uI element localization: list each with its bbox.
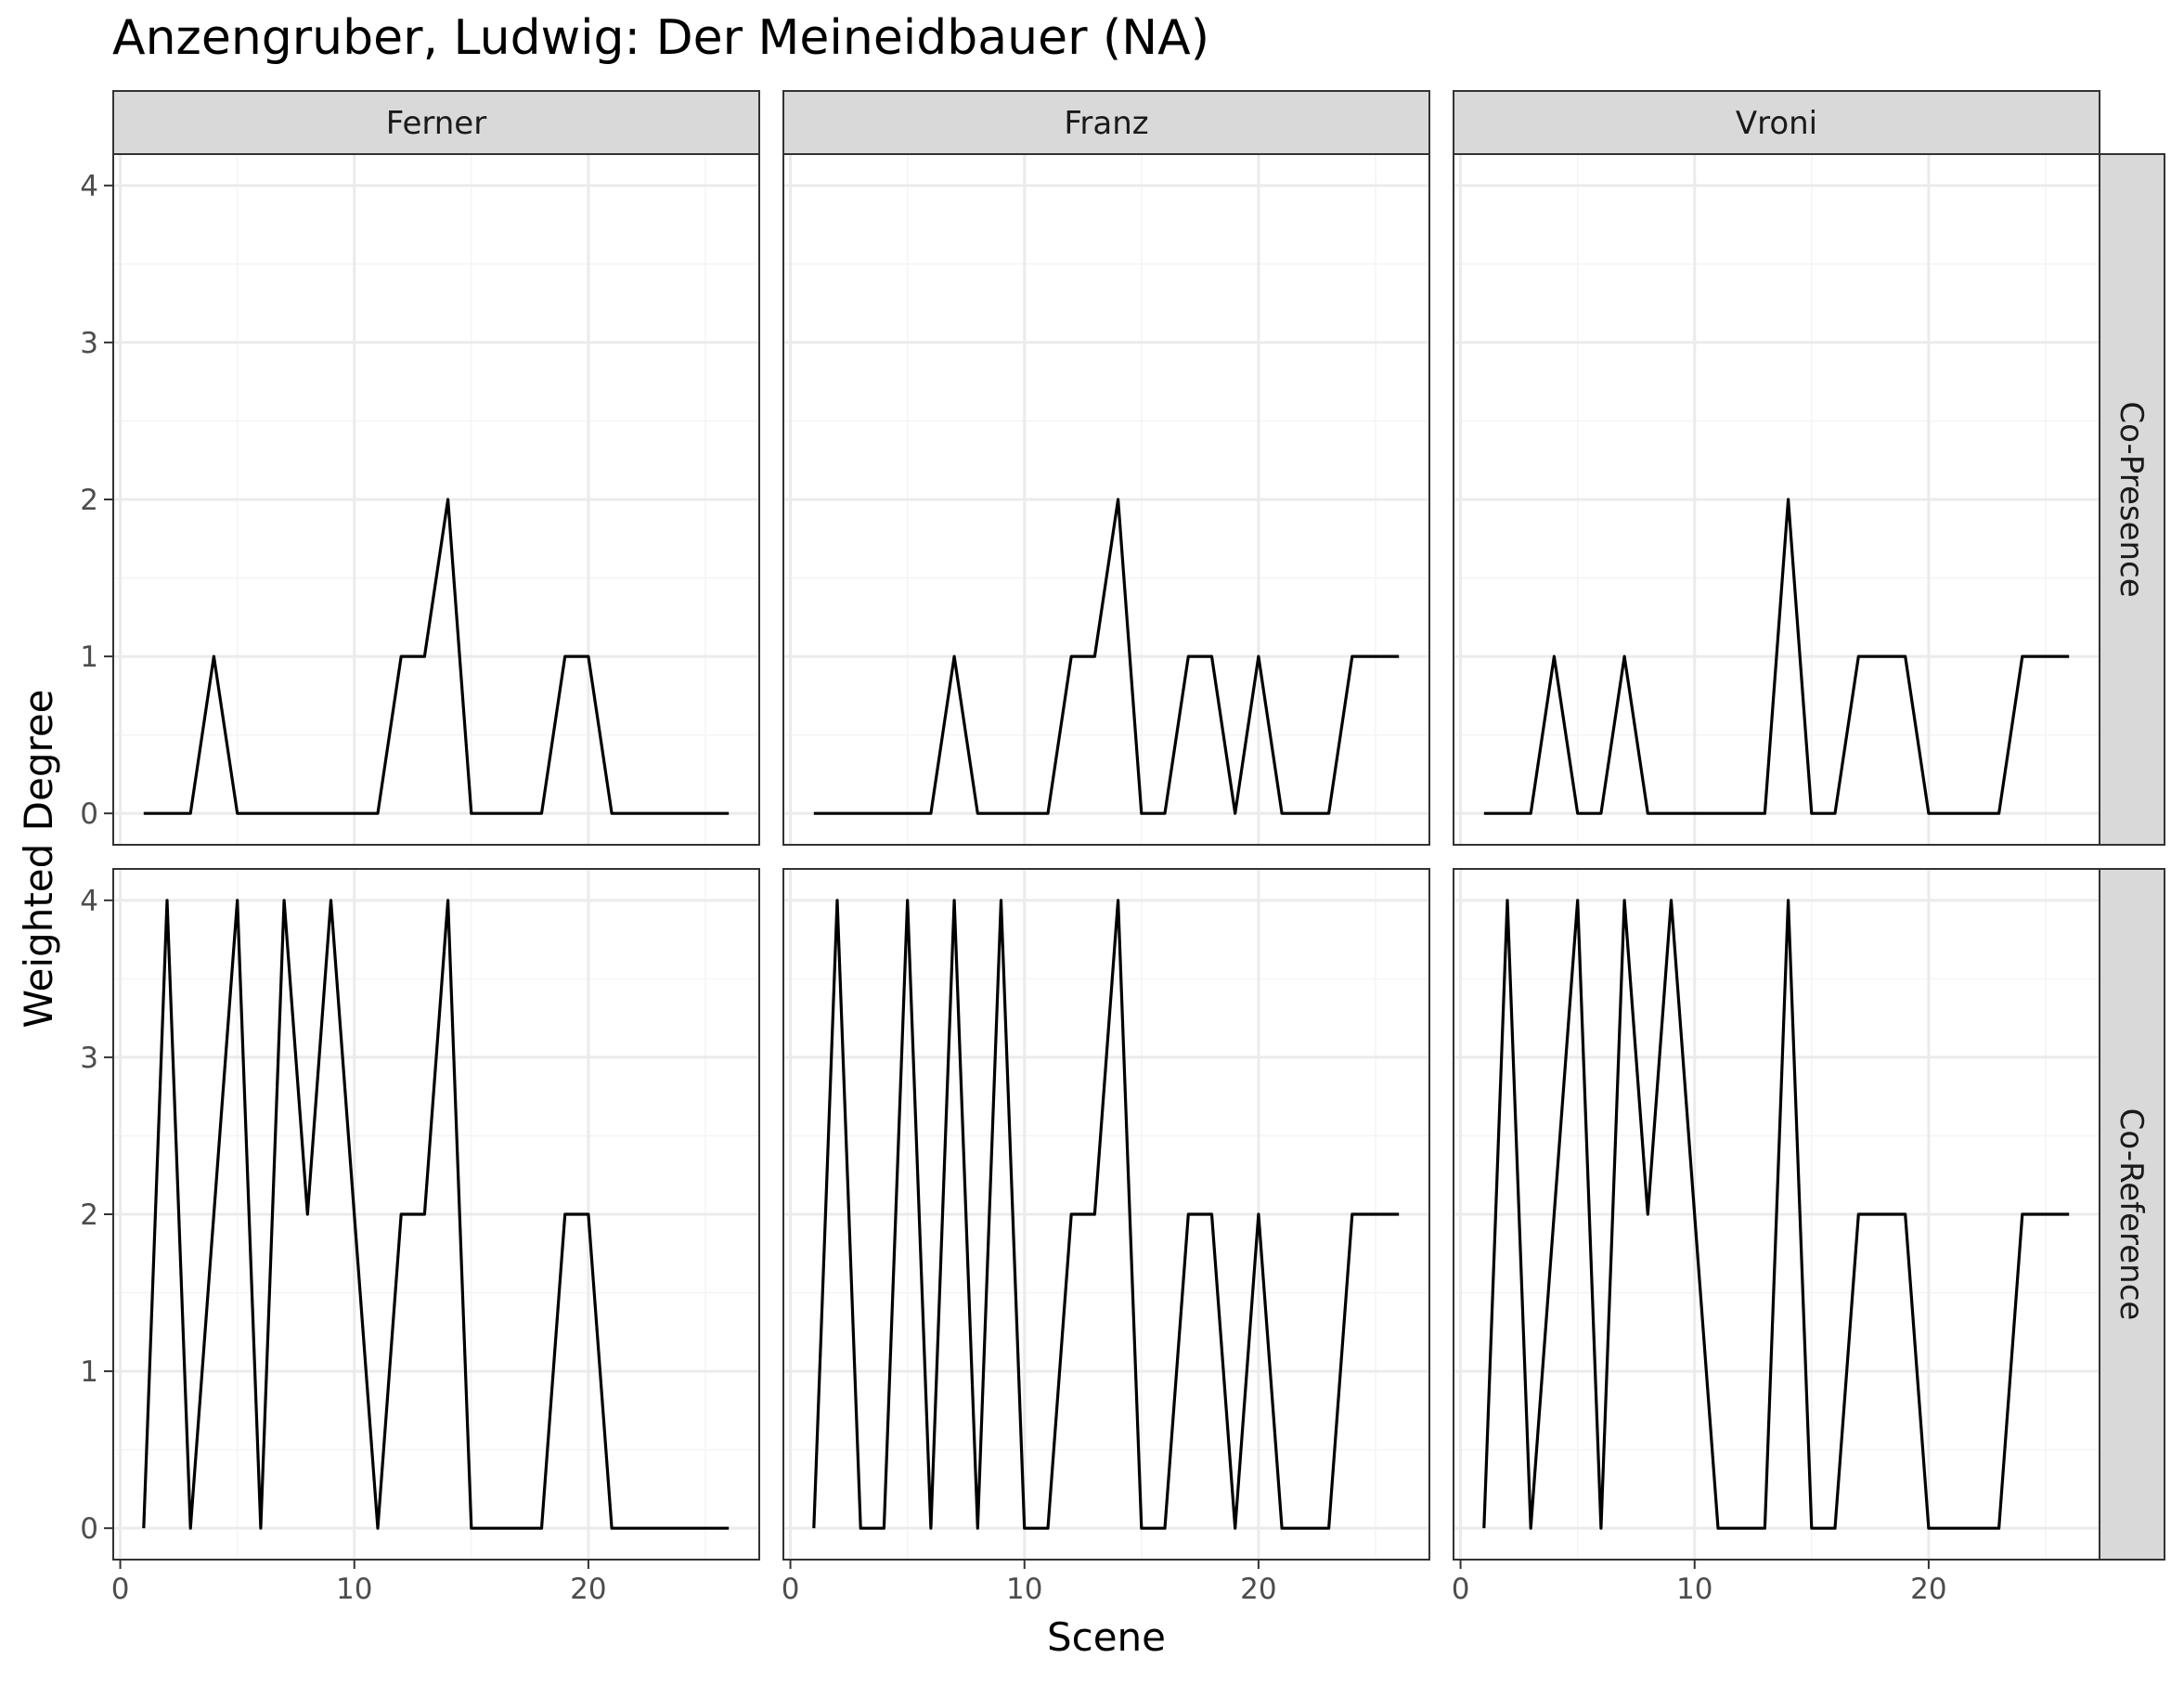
series-line-franz-co-reference xyxy=(812,899,1400,1530)
column-strip-vroni xyxy=(1453,90,2100,155)
y-axis-title: Weighted Degree xyxy=(16,689,61,1028)
x-tick-label: 0 xyxy=(111,1573,130,1606)
x-tick-label: 20 xyxy=(570,1573,606,1606)
panel-border xyxy=(782,153,1430,846)
row-strip-co-presence xyxy=(2099,153,2165,846)
y-tick-label: 1 xyxy=(80,641,98,674)
column-strip-franz xyxy=(782,90,1430,155)
y-tick-label: 1 xyxy=(80,1355,98,1389)
y-tick-label: 3 xyxy=(80,327,98,360)
x-tick-label: 10 xyxy=(1006,1573,1042,1606)
panel-border xyxy=(782,868,1430,1561)
series-line-franz-co-presence xyxy=(813,498,1400,815)
series-line-vroni-co-presence xyxy=(1483,498,2070,815)
panels-layer: Ferner Franz Vroni Co-Presence Co-Reference 0… xyxy=(80,90,2165,1606)
chart-title: Anzengruber, Ludwig: Der Meineidbauer (N… xyxy=(112,10,1209,66)
x-tick-label: 10 xyxy=(1676,1573,1712,1606)
panel-border xyxy=(1453,868,2100,1561)
panel-vroni-co-reference xyxy=(1453,868,2100,1561)
panel-vroni-co-presence xyxy=(1453,153,2100,846)
y-tick-label: 4 xyxy=(80,170,98,203)
row-strip-co-reference xyxy=(2099,868,2165,1561)
panel-franz-co-presence xyxy=(782,153,1430,846)
x-axis-title: Scene xyxy=(1047,1614,1166,1660)
series-line-ferner-co-reference xyxy=(142,899,730,1530)
y-tick-label: 0 xyxy=(80,1512,98,1546)
y-tick-label: 3 xyxy=(80,1042,98,1075)
column-strip-label-ferner: Ferner xyxy=(386,105,486,142)
column-strip-label-vroni: Vroni xyxy=(1736,105,1817,142)
column-strip-ferner xyxy=(112,90,760,155)
series-line-ferner-co-presence xyxy=(143,498,730,815)
y-tick-label: 2 xyxy=(80,1198,98,1232)
panel-border xyxy=(1453,153,2100,846)
x-tick-label: 0 xyxy=(1452,1573,1470,1606)
y-tick-label: 0 xyxy=(80,797,98,831)
series-line-vroni-co-reference xyxy=(1482,899,2070,1530)
row-strip-label-co-presence: Co-Presence xyxy=(2113,401,2150,597)
x-tick-label: 10 xyxy=(336,1573,372,1606)
row-strip-label-co-reference: Co-Reference xyxy=(2113,1108,2150,1321)
x-tick-label: 20 xyxy=(1240,1573,1276,1606)
y-tick-label: 4 xyxy=(80,885,98,918)
panel-franz-co-reference xyxy=(782,868,1430,1561)
x-tick-label: 20 xyxy=(1910,1573,1946,1606)
x-tick-label: 0 xyxy=(782,1573,800,1606)
y-tick-label: 2 xyxy=(80,484,98,517)
panel-ferner-co-reference xyxy=(112,868,760,1561)
panel-ferner-co-presence xyxy=(112,153,760,846)
column-strip-label-franz: Franz xyxy=(1064,105,1148,142)
